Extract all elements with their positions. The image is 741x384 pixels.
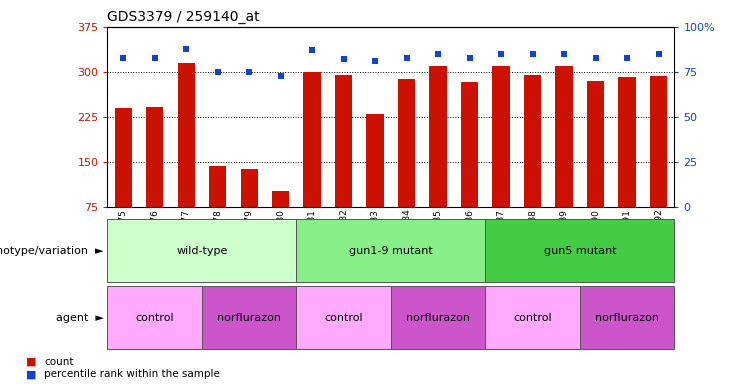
Bar [430, 66, 447, 207]
Text: percentile rank within the sample: percentile rank within the sample [44, 369, 220, 379]
Bar [524, 75, 541, 207]
Point [243, 69, 255, 75]
Bar [556, 66, 573, 207]
Point [464, 55, 476, 61]
Text: wild-type: wild-type [176, 245, 227, 256]
Point [558, 51, 570, 57]
Point [653, 51, 665, 57]
Point [117, 55, 129, 61]
Point [621, 55, 633, 61]
Text: gun5 mutant: gun5 mutant [543, 245, 617, 256]
Text: agent  ►: agent ► [56, 313, 104, 323]
Text: ■: ■ [26, 369, 36, 379]
FancyBboxPatch shape [202, 286, 296, 349]
Text: ■: ■ [26, 357, 36, 367]
Bar [587, 81, 604, 207]
Point [401, 55, 413, 61]
Text: genotype/variation  ►: genotype/variation ► [0, 245, 104, 256]
FancyBboxPatch shape [296, 286, 391, 349]
Bar [493, 66, 510, 207]
Bar [619, 77, 636, 207]
Point [149, 55, 161, 61]
Text: GDS3379 / 259140_at: GDS3379 / 259140_at [107, 10, 260, 25]
Bar [272, 190, 289, 207]
Bar [115, 108, 132, 207]
Text: count: count [44, 357, 74, 367]
FancyBboxPatch shape [579, 286, 674, 349]
Point [338, 56, 350, 63]
FancyBboxPatch shape [391, 286, 485, 349]
FancyBboxPatch shape [107, 286, 202, 349]
Point [180, 45, 192, 51]
Point [432, 51, 444, 57]
Point [275, 73, 287, 79]
FancyBboxPatch shape [485, 219, 674, 282]
FancyBboxPatch shape [296, 219, 485, 282]
Bar [461, 82, 478, 207]
Point [527, 51, 539, 57]
Point [306, 47, 318, 53]
Text: gun1-9 mutant: gun1-9 mutant [349, 245, 433, 256]
FancyBboxPatch shape [485, 286, 579, 349]
Text: norflurazon: norflurazon [595, 313, 659, 323]
Bar [178, 63, 195, 207]
Text: control: control [325, 313, 363, 323]
Bar [650, 76, 667, 207]
Bar [304, 72, 321, 207]
Point [590, 55, 602, 61]
Bar [367, 114, 384, 207]
Bar [335, 75, 352, 207]
Text: control: control [136, 313, 174, 323]
Text: norflurazon: norflurazon [406, 313, 470, 323]
Bar [209, 166, 226, 207]
Text: control: control [514, 313, 552, 323]
Bar [146, 107, 163, 207]
Point [212, 69, 224, 75]
Bar [241, 169, 258, 207]
Point [369, 58, 381, 64]
FancyBboxPatch shape [107, 219, 296, 282]
Bar [398, 79, 415, 207]
Text: norflurazon: norflurazon [217, 313, 281, 323]
Point [495, 51, 507, 57]
